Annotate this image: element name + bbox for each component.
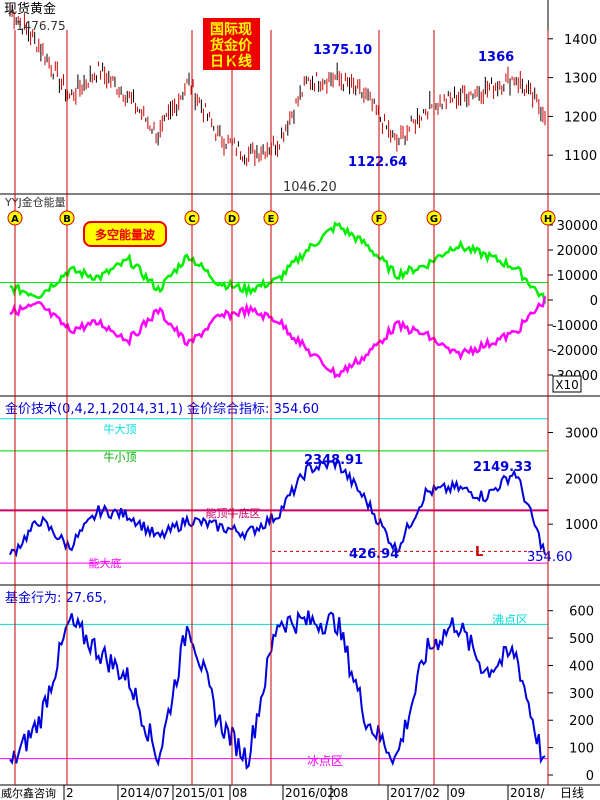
panel1-title: 现货黄金 [4,1,56,17]
y-tick-label: 0 [590,294,598,309]
event-marker [59,210,75,226]
panel3-title: 金价技术(0,4,2,1,2014,31,1) 金价综合指标: 354.60 [5,401,319,417]
y-tick-label: 100 [569,742,594,757]
zone-top-small: 牛小顶 [104,450,137,464]
date-label: 09 [450,786,465,800]
event-marker-label: E [268,214,275,225]
event-marker [263,210,279,226]
date-label: 08 [232,786,247,800]
multiplier-box [552,375,582,393]
price-low2-label: 1046.20 [283,180,337,195]
event-marker [224,210,240,226]
zone-freeze: 冰点区 [307,754,343,768]
date-label: 08 [333,786,348,800]
long-energy-line [9,221,547,304]
y-tick-label: 1200 [564,110,597,125]
date-label: 2017/02 [390,786,440,800]
y-tick-label: 500 [569,632,594,647]
y-tick-label: 10000 [557,269,598,284]
event-marker-label: A [11,214,19,225]
peak2-label: 2149.33 [473,460,532,475]
date-label: 2 [66,786,74,800]
price-high-label: 1476.75 [16,19,66,33]
event-marker-label: C [188,214,195,225]
short-energy-line [9,296,547,379]
event-marker [371,210,387,226]
y-tick-label: 0 [586,769,594,784]
title-badge-text: 日Ｋ线 [210,53,252,70]
y-tick-label: 1100 [564,149,597,164]
fund-line [9,610,546,771]
event-marker-label: F [376,214,383,225]
energy-badge-text: 多空能量波 [95,227,156,242]
y-tick-label: 1400 [564,33,597,48]
y-tick-label: 300 [569,687,594,702]
y-tick-label: 200 [569,714,594,729]
zone-boil: 沸点区 [492,613,528,627]
title-badge-text: 货金价 [209,37,253,54]
event-marker-label: D [228,214,236,225]
source-label: 威尔鑫咨询 [1,786,56,800]
event-marker-label: H [544,214,552,225]
event-marker-label: B [63,214,71,225]
price-2016-label: 1375.10 [313,43,372,58]
y-tick-label: -10000 [552,319,598,334]
zone-top-big: 牛大顶 [104,422,137,436]
y-tick-label: 600 [569,605,594,620]
price-2018-label: 1366 [478,50,514,65]
low-label: 426.94 [349,547,399,562]
y-tick-label: 1000 [565,518,598,533]
title-badge-text: 国际现 [210,22,252,38]
date-label: 日线 [560,786,584,800]
date-label: 2014/07 [120,786,170,800]
panel4-title: 基金行为: 27.65, [5,590,107,606]
price-low1-label: 1122.64 [348,155,407,170]
indicator-line [9,457,546,558]
date-label: 2015/01 [175,786,225,800]
event-marker-label: G [430,214,438,225]
event-marker [7,210,23,226]
event-marker [426,210,442,226]
date-label: 2016/02 [285,786,335,800]
y-tick-label: 20000 [557,244,598,259]
zone-energy: 能顶牛底区 [206,506,261,520]
y-tick-label: 2000 [565,472,598,487]
y-tick-label: 400 [569,659,594,674]
date-label: 2018/ [510,786,546,800]
y-tick-label: 1300 [564,72,597,87]
zone-bottom-big: 能大底 [89,556,122,570]
event-marker [184,210,200,226]
y-tick-label: 30000 [557,219,598,234]
event-marker [540,210,556,226]
L-label: L [475,545,483,560]
multiplier-label: X10 [555,378,579,392]
current-label: 354.60 [527,550,573,565]
y-tick-label: -20000 [552,344,598,359]
panel2-title: YYJ金仓能量 [4,195,66,209]
peak1-label: 2348.91 [304,453,363,468]
y-tick-label: 3000 [565,427,598,442]
energy-badge [83,221,167,247]
